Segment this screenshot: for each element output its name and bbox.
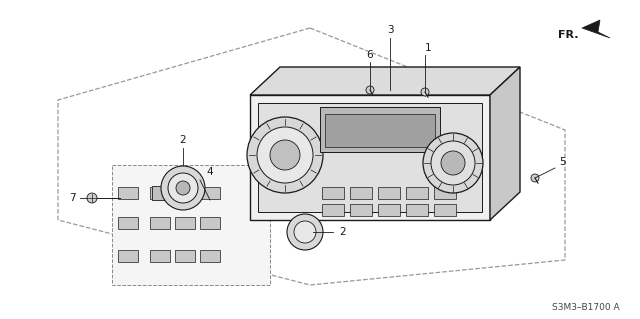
Circle shape <box>366 86 374 94</box>
Text: 5: 5 <box>560 157 566 167</box>
Circle shape <box>531 174 539 182</box>
Polygon shape <box>112 165 270 285</box>
Text: 6: 6 <box>367 50 373 60</box>
Bar <box>175 187 195 199</box>
Circle shape <box>270 140 300 170</box>
Bar <box>200 250 220 262</box>
Bar <box>150 217 170 229</box>
Circle shape <box>176 181 190 195</box>
Bar <box>200 217 220 229</box>
Bar <box>118 217 138 229</box>
Circle shape <box>168 173 198 203</box>
Bar <box>434 204 456 216</box>
Bar <box>322 204 344 216</box>
Polygon shape <box>250 67 520 95</box>
Circle shape <box>247 117 323 193</box>
Bar <box>378 187 400 199</box>
Polygon shape <box>250 95 490 220</box>
Bar <box>200 187 220 199</box>
Text: 3: 3 <box>387 25 394 35</box>
Text: 4: 4 <box>207 167 213 177</box>
Circle shape <box>87 193 97 203</box>
Bar <box>406 204 428 216</box>
Bar <box>350 204 372 216</box>
Circle shape <box>431 141 475 185</box>
Bar <box>320 107 440 152</box>
Bar <box>152 186 187 200</box>
Bar <box>118 250 138 262</box>
Text: 7: 7 <box>68 193 76 203</box>
Circle shape <box>294 221 316 243</box>
Polygon shape <box>258 103 482 212</box>
Bar <box>406 187 428 199</box>
Circle shape <box>257 127 313 183</box>
Bar <box>434 187 456 199</box>
Bar <box>350 187 372 199</box>
Bar <box>325 114 435 147</box>
Bar <box>322 187 344 199</box>
Bar <box>118 187 138 199</box>
Polygon shape <box>490 67 520 220</box>
Bar <box>175 250 195 262</box>
Bar <box>378 204 400 216</box>
Circle shape <box>441 151 465 175</box>
Circle shape <box>421 88 429 96</box>
Bar <box>150 187 170 199</box>
Circle shape <box>161 166 205 210</box>
Bar <box>150 250 170 262</box>
Circle shape <box>287 214 323 250</box>
Text: 1: 1 <box>425 43 431 53</box>
Text: 2: 2 <box>180 135 186 145</box>
Polygon shape <box>582 20 610 38</box>
Text: S3M3–B1700 A: S3M3–B1700 A <box>552 303 620 313</box>
Circle shape <box>423 133 483 193</box>
Text: 2: 2 <box>340 227 346 237</box>
Bar <box>175 217 195 229</box>
Text: FR.: FR. <box>558 30 579 40</box>
